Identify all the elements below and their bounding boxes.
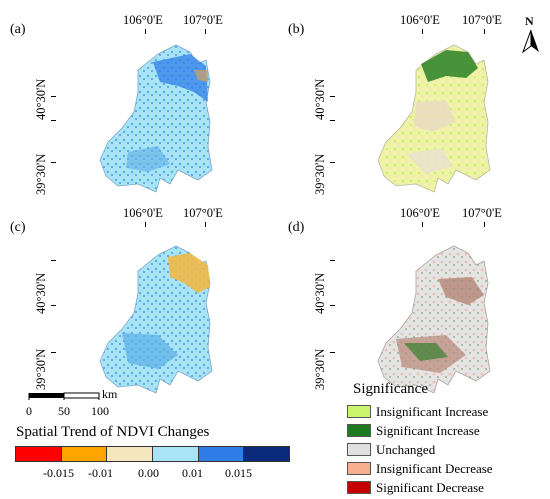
colorbar-cell-6 <box>243 446 291 462</box>
legend-item-label: Insignificant Decrease <box>376 460 493 476</box>
colorbar-cell-4 <box>152 446 198 462</box>
map-c <box>99 245 213 394</box>
scale-label-0: 0 <box>26 404 32 418</box>
colorbar-tick-1: -0.015 <box>43 466 74 480</box>
colorbar-cell-5 <box>197 446 244 462</box>
legend-item: Significant Decrease <box>347 478 493 497</box>
trend-colorbar <box>15 446 291 462</box>
significance-legend-list: Insignificant Increase Significant Incre… <box>347 402 493 497</box>
legend-item-label: Insignificant Increase <box>376 403 489 419</box>
legend-item: Insignificant Decrease <box>347 459 493 478</box>
lat-label-d-2: 39°30'N <box>313 348 327 390</box>
north-arrow-icon <box>521 29 539 54</box>
lat-tick <box>51 260 56 261</box>
map-a <box>99 44 213 193</box>
lat-tick <box>51 96 56 97</box>
lon-tick <box>422 222 423 227</box>
legend-swatch <box>347 424 371 437</box>
panel-label-d: (d) <box>288 220 305 235</box>
lat-label-c-1: 40°30'N <box>34 272 48 314</box>
lon-label-a-1: 106°0'E <box>123 13 163 27</box>
lon-tick <box>205 222 206 227</box>
lon-tick <box>484 29 485 34</box>
colorbar-tick-4: 0.01 <box>182 466 203 480</box>
lat-tick <box>330 260 335 261</box>
legend-item: Significant Increase <box>347 421 493 440</box>
lat-tick <box>330 96 335 97</box>
lon-label-b-2: 107°0'E <box>462 13 502 27</box>
lon-tick <box>484 222 485 227</box>
scale-label-50: 50 <box>58 404 70 418</box>
legend-item-label: Unchanged <box>376 441 436 457</box>
lon-tick <box>422 29 423 34</box>
colorbar-cell-3 <box>106 446 153 462</box>
lat-tick <box>51 120 56 121</box>
colorbar-cell-2 <box>60 446 107 462</box>
lon-label-d-1: 106°0'E <box>400 206 440 220</box>
colorbar-cell-1 <box>15 446 61 462</box>
lon-label-b-1: 106°0'E <box>400 13 440 27</box>
lat-label-b-2: 39°30'N <box>313 153 327 195</box>
legend-item: Unchanged <box>347 440 493 459</box>
lat-tick <box>330 305 335 306</box>
colorbar-tick-2: -0.01 <box>88 466 113 480</box>
lon-label-c-1: 106°0'E <box>123 206 163 220</box>
panel-label-a: (a) <box>10 22 26 37</box>
north-arrow-label: N <box>525 14 534 28</box>
lat-label-a-2: 39°30'N <box>34 153 48 195</box>
lon-tick <box>145 29 146 34</box>
legend-swatch <box>347 481 371 494</box>
panel-label-c: (c) <box>10 220 26 235</box>
lon-label-c-2: 107°0'E <box>183 206 223 220</box>
panel-label-b: (b) <box>288 22 305 37</box>
lat-label-a-1: 40°30'N <box>34 78 48 120</box>
lat-tick <box>51 162 56 163</box>
trend-legend-title: Spatial Trend of NDVI Changes <box>16 424 210 440</box>
lat-tick <box>51 352 56 353</box>
colorbar-tick-3: 0.00 <box>138 466 159 480</box>
lon-label-a-2: 107°0'E <box>183 13 223 27</box>
significance-legend-title: Significance <box>353 381 428 397</box>
legend-item: Insignificant Increase <box>347 402 493 421</box>
lon-tick <box>145 222 146 227</box>
legend-swatch <box>347 462 371 475</box>
lat-tick <box>51 305 56 306</box>
lat-tick <box>330 162 335 163</box>
scale-label-100: 100 <box>91 404 109 418</box>
colorbar-tick-5: 0.015 <box>225 466 252 480</box>
legend-item-label: Significant Increase <box>376 422 480 438</box>
map-d <box>377 245 491 394</box>
scale-bar-graphic <box>28 392 100 400</box>
scale-unit: km <box>102 387 118 401</box>
legend-swatch <box>347 405 371 418</box>
lat-tick <box>330 120 335 121</box>
map-b <box>377 44 491 193</box>
lat-label-b-1: 40°30'N <box>313 78 327 120</box>
lat-label-d-1: 40°30'N <box>313 272 327 314</box>
lat-tick <box>330 352 335 353</box>
lat-label-c-2: 39°30'N <box>34 348 48 390</box>
lon-tick <box>205 29 206 34</box>
lon-label-d-2: 107°0'E <box>462 206 502 220</box>
legend-item-label: Significant Decrease <box>376 479 484 495</box>
legend-swatch <box>347 443 371 456</box>
